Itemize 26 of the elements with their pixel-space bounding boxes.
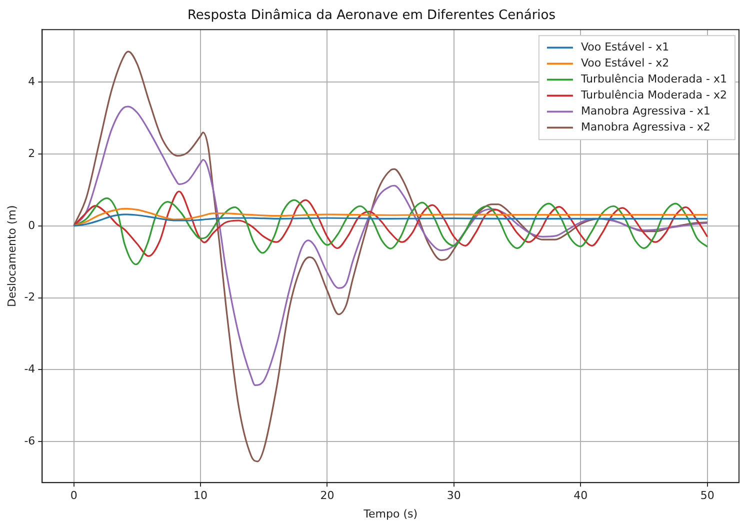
x-tick-label: 20 [320, 489, 334, 502]
x-tick-label: 40 [574, 489, 588, 502]
x-tick-label: 30 [446, 489, 461, 502]
legend-label: Manobra Agressiva - x2 [580, 120, 710, 134]
line-series [73, 208, 708, 227]
y-tick-label: 0 [28, 218, 36, 232]
legend-label: Voo Estável - x1 [580, 40, 670, 54]
y-tick-label: 4 [28, 74, 36, 88]
x-tick-label: 50 [700, 489, 714, 502]
x-tick-label: 10 [194, 489, 208, 502]
line-series [73, 214, 708, 227]
legend-label: Voo Estável - x2 [580, 56, 670, 70]
x-tick-label: 0 [70, 489, 78, 502]
legend-label: Turbulência Moderada - x2 [580, 88, 727, 102]
x-axis-title: Tempo (s) [362, 507, 418, 520]
y-tick-label: 2 [28, 146, 36, 160]
legend-label: Turbulência Moderada - x1 [580, 72, 727, 86]
line-series [73, 197, 708, 266]
legend-label: Manobra Agressiva - x1 [580, 104, 710, 118]
y-tick-label: -2 [24, 290, 36, 304]
line-series [73, 50, 708, 462]
y-tick-label: -4 [24, 362, 36, 376]
line-series [73, 190, 708, 257]
y-tick-label: -6 [24, 434, 36, 448]
chart-title: Resposta Dinâmica da Aeronave em Diferentes Cenários [187, 8, 556, 24]
y-axis-title: Deslocamento (m) [5, 205, 18, 308]
